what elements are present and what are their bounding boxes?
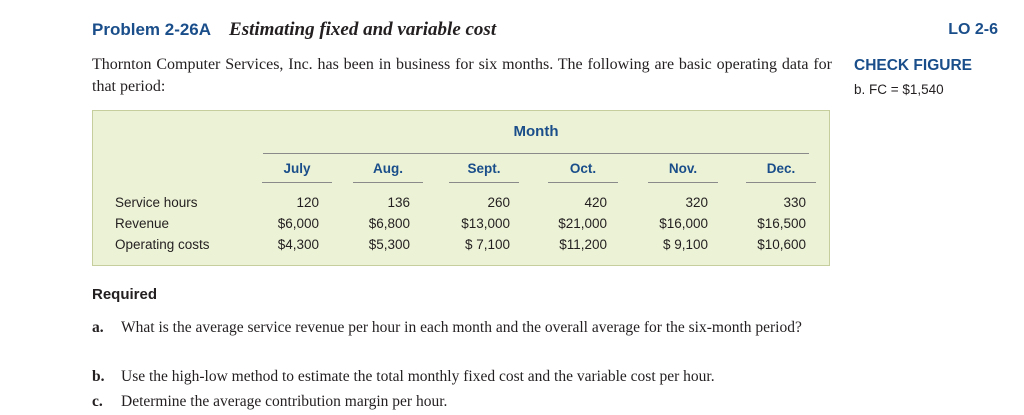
question-a: a. What is the average service revenue p… [92, 317, 832, 338]
column-header-dec: Dec. [766, 161, 796, 176]
problem-number: Problem 2-26A [92, 20, 212, 39]
table-cell: 120 [296, 195, 319, 210]
row-label-operating-costs: Operating costs [115, 237, 210, 252]
table-cell: $21,000 [558, 216, 607, 231]
month-group-header: Month [513, 123, 559, 140]
question-text: Determine the average contribution margi… [121, 393, 448, 410]
column-rule [648, 182, 718, 183]
column-header-july: July [283, 161, 311, 176]
learning-objective: LO 2-6 [948, 21, 998, 38]
column-header-nov: Nov. [668, 161, 698, 176]
question-text: What is the average service revenue per … [121, 319, 802, 336]
table-cell: $13,000 [461, 216, 510, 231]
row-label-service-hours: Service hours [115, 195, 198, 210]
table-cell: $ 9,100 [662, 237, 708, 252]
check-figure-title: CHECK FIGURE [854, 57, 972, 74]
intro-paragraph: Thornton Computer Services, Inc. has bee… [92, 56, 832, 95]
column-header-oct: Oct. [569, 161, 597, 176]
question-b: b. Use the high-low method to estimate t… [92, 366, 832, 387]
table-cell: $16,000 [659, 216, 708, 231]
problem-title: Estimating fixed and variable cost [229, 19, 497, 40]
table-cell: 420 [584, 195, 607, 210]
row-label-revenue: Revenue [115, 216, 170, 231]
table-cell: 320 [685, 195, 708, 210]
column-header-aug: Aug. [373, 161, 403, 176]
column-rule [353, 182, 423, 183]
table-cell: $6,800 [368, 216, 410, 231]
month-rule [263, 153, 809, 154]
table-cell: 260 [487, 195, 510, 210]
question-c: c. Determine the average contribution ma… [92, 391, 832, 412]
question-letter: a. [92, 319, 104, 336]
table-cell: $4,300 [277, 237, 319, 252]
check-figure-value: b. FC = $1,540 [854, 82, 944, 97]
question-letter: b. [92, 368, 105, 385]
table-cell: $ 7,100 [464, 237, 510, 252]
question-letter: c. [92, 393, 103, 410]
table-cell: $10,600 [757, 237, 806, 252]
data-table: Month July Aug. Sept. Oct. Nov. Dec. Ser… [92, 110, 830, 266]
problem-header: Problem 2-26A Estimating fixed and varia… [92, 19, 496, 41]
table-cell: 330 [783, 195, 806, 210]
column-rule [746, 182, 816, 183]
column-rule [449, 182, 519, 183]
table-cell: 136 [387, 195, 410, 210]
column-rule [548, 182, 618, 183]
question-text: Use the high-low method to estimate the … [121, 368, 715, 385]
column-rule [262, 182, 332, 183]
table-cell: $6,000 [277, 216, 319, 231]
table-cell: $5,300 [368, 237, 410, 252]
table-cell: $16,500 [757, 216, 806, 231]
table-cell: $11,200 [559, 237, 607, 252]
column-header-sept: Sept. [467, 161, 501, 176]
required-heading: Required [92, 286, 158, 303]
